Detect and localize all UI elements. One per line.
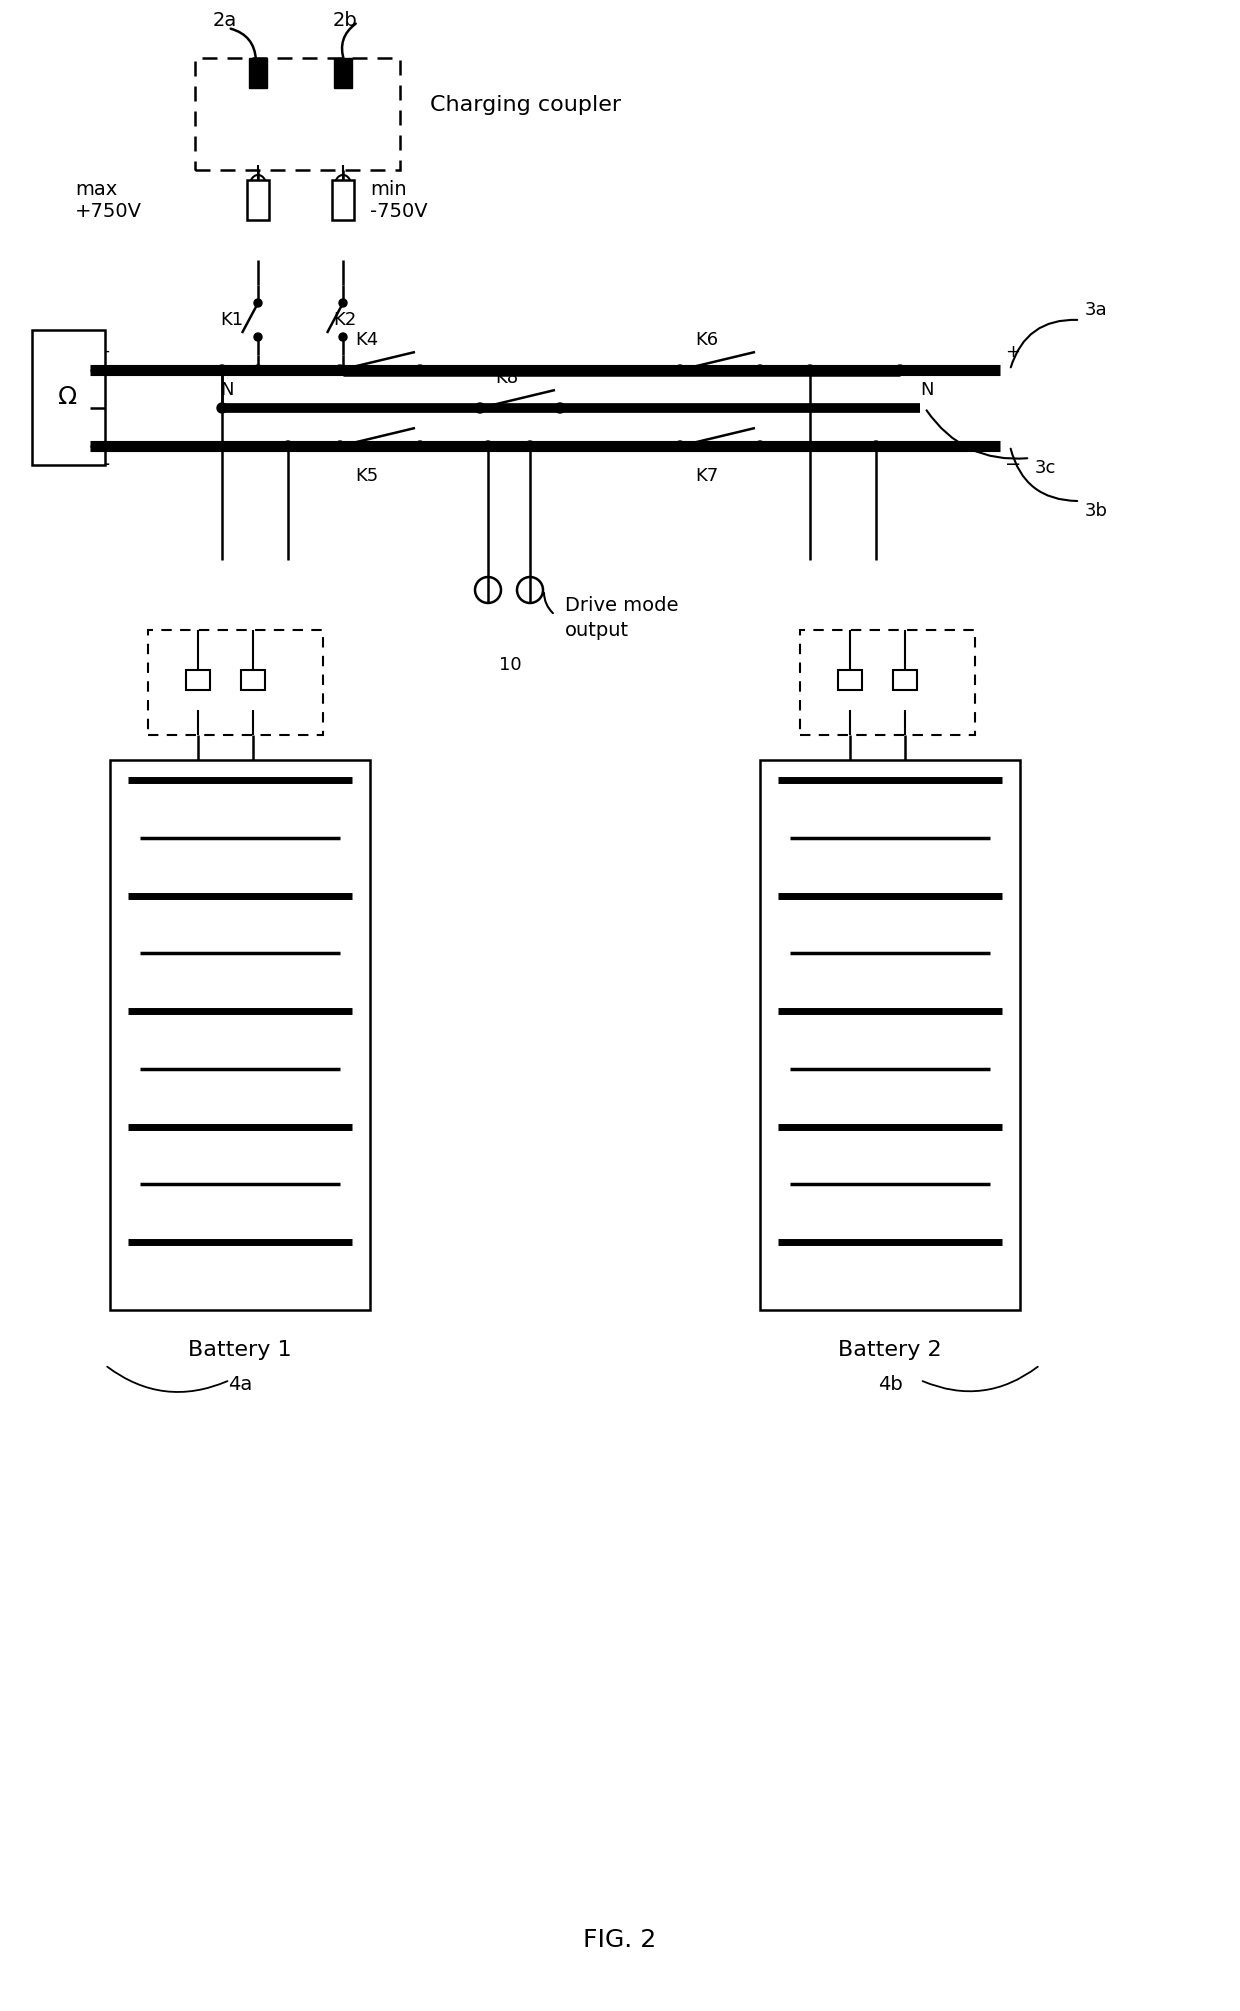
Circle shape <box>895 366 905 374</box>
Bar <box>334 58 352 88</box>
Bar <box>838 670 862 690</box>
Circle shape <box>484 440 494 450</box>
Text: K4: K4 <box>355 332 378 350</box>
Bar <box>148 629 322 734</box>
Text: 2a: 2a <box>213 10 237 30</box>
Circle shape <box>339 300 347 308</box>
Bar <box>800 629 975 734</box>
Circle shape <box>217 366 227 374</box>
Text: K8: K8 <box>495 368 518 386</box>
Bar <box>332 181 353 219</box>
Text: 2b: 2b <box>334 10 358 30</box>
Circle shape <box>415 440 425 450</box>
Text: Battery 2: Battery 2 <box>838 1339 942 1359</box>
Text: min
-750V: min -750V <box>370 179 428 221</box>
Bar <box>195 58 401 171</box>
Text: N: N <box>219 380 233 398</box>
Text: output: output <box>565 621 629 639</box>
Text: 3c: 3c <box>1035 459 1056 477</box>
Bar <box>760 760 1021 1309</box>
Text: 3b: 3b <box>1085 503 1109 521</box>
Circle shape <box>254 334 262 342</box>
Text: K5: K5 <box>355 467 378 485</box>
Text: +: + <box>1004 344 1021 362</box>
Circle shape <box>525 440 534 450</box>
Text: 4a: 4a <box>228 1376 252 1394</box>
Text: −: − <box>95 454 112 473</box>
Text: −: − <box>1004 454 1022 473</box>
Circle shape <box>339 334 347 342</box>
Circle shape <box>805 366 815 374</box>
Circle shape <box>675 440 684 450</box>
Circle shape <box>755 440 765 450</box>
Text: FIG. 2: FIG. 2 <box>583 1929 657 1953</box>
Circle shape <box>283 440 293 450</box>
Circle shape <box>335 440 345 450</box>
Text: N: N <box>920 380 934 398</box>
Bar <box>249 58 267 88</box>
Bar <box>247 181 269 219</box>
Text: Battery 1: Battery 1 <box>188 1339 291 1359</box>
Circle shape <box>254 300 262 308</box>
Circle shape <box>217 402 227 412</box>
Text: K7: K7 <box>694 467 718 485</box>
Bar <box>186 670 210 690</box>
Bar <box>893 670 918 690</box>
Circle shape <box>755 366 765 374</box>
Text: Drive mode: Drive mode <box>565 595 678 615</box>
Circle shape <box>415 366 425 374</box>
Bar <box>241 670 265 690</box>
Bar <box>32 330 105 465</box>
Text: Ω: Ω <box>58 384 78 408</box>
Text: Charging coupler: Charging coupler <box>430 95 621 115</box>
Circle shape <box>475 402 485 412</box>
Circle shape <box>253 366 263 374</box>
Text: K6: K6 <box>694 332 718 350</box>
Text: 10: 10 <box>498 656 521 674</box>
Text: +: + <box>95 344 110 362</box>
Circle shape <box>870 440 880 450</box>
Circle shape <box>335 366 345 374</box>
Bar <box>110 760 370 1309</box>
Text: max
+750V: max +750V <box>74 179 143 221</box>
Text: 4b: 4b <box>878 1376 903 1394</box>
Text: K2: K2 <box>334 312 356 330</box>
Text: 3a: 3a <box>1085 302 1107 320</box>
Text: K1: K1 <box>219 312 243 330</box>
Circle shape <box>675 366 684 374</box>
Circle shape <box>556 402 565 412</box>
